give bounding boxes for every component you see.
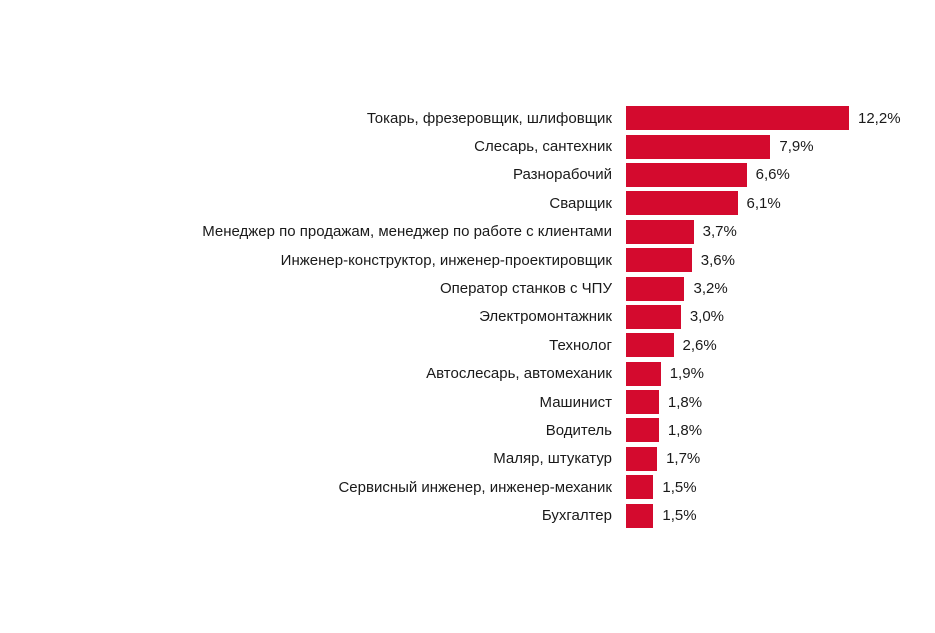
bar [626, 304, 681, 329]
bar-track: 3,6% [612, 248, 935, 273]
value-label: 1,7% [666, 450, 701, 468]
value-label: 3,2% [693, 280, 728, 298]
category-label: Сервисный инженер, инженер-механик [338, 478, 612, 496]
value-label: 1,8% [667, 421, 703, 439]
bar [626, 333, 674, 358]
value-label: 7,9% [779, 138, 814, 156]
category-label: Слесарь, сантехник [474, 138, 612, 156]
bar [626, 276, 685, 301]
category-label: Маляр, штукатур [493, 450, 612, 468]
category-label: Инженер-конструктор, инженер-проектировщ… [280, 251, 612, 269]
bar-track: 1,8% [612, 418, 935, 443]
category-label: Оператор станков с ЧПУ [439, 280, 612, 298]
category-label: Бухгалтер [541, 507, 612, 525]
bar [626, 106, 849, 131]
bar [626, 390, 659, 415]
category-label: Технолог [549, 336, 612, 354]
category-label: Машинист [539, 393, 612, 411]
bar-row: Электромонтажник 3,0% [0, 303, 935, 331]
value-label: 1,9% [669, 365, 704, 383]
category-label: Автослесарь, автомеханик [426, 365, 612, 383]
bar [626, 162, 747, 187]
bar-row: Водитель 1,8% [0, 416, 935, 444]
bar-track: 2,6% [612, 333, 935, 358]
bar-row: Менеджер по продажам, менеджер по работе… [0, 218, 935, 246]
bar-track: 6,1% [612, 191, 935, 216]
category-label: Электромонтажник [479, 308, 612, 326]
bar-rows-container: Токарь, фрезеровщик, шлифовщик 12,2% Слеса… [0, 104, 935, 530]
bar-track: 7,9% [612, 134, 935, 159]
bar-track: 1,9% [612, 361, 935, 386]
bar-track: 12,2% [612, 106, 935, 131]
category-label: Разнорабочий [512, 166, 612, 184]
bar-row: Машинист 1,8% [0, 388, 935, 416]
bar-track: 1,7% [612, 446, 935, 471]
bar-row: Разнорабочий 6,6% [0, 161, 935, 189]
category-label: Сварщик [549, 194, 612, 212]
bar-row: Слесарь, сантехник 7,9% [0, 132, 935, 160]
bar-row: Бухгалтер 1,5% [0, 501, 935, 529]
bar-row: Автослесарь, автомеханик 1,9% [0, 360, 935, 388]
value-label: 12,2% [858, 109, 901, 127]
bar-row: Сварщик 6,1% [0, 189, 935, 217]
bar [626, 361, 661, 386]
value-label: 1,5% [662, 507, 697, 525]
bar [626, 219, 694, 244]
category-label: Токарь, фрезеровщик, шлифовщик [366, 109, 612, 127]
bar-track: 3,2% [612, 276, 935, 301]
value-label: 3,0% [689, 308, 725, 326]
bar [626, 248, 692, 273]
bar-row: Токарь, фрезеровщик, шлифовщик 12,2% [0, 104, 935, 132]
bar [626, 503, 654, 528]
category-label: Менеджер по продажам, менеджер по работе… [202, 223, 612, 241]
bar [626, 191, 738, 216]
bar-track: 3,7% [612, 219, 935, 244]
bar-row: Маляр, штукатур 1,7% [0, 445, 935, 473]
bar-track: 1,5% [612, 503, 935, 528]
value-label: 6,1% [746, 194, 781, 212]
bar-row: Технолог 2,6% [0, 331, 935, 359]
bar-row: Инженер-конструктор, инженер-проектировщ… [0, 246, 935, 274]
bar [626, 134, 771, 159]
bar-row: Оператор станков с ЧПУ 3,2% [0, 274, 935, 302]
value-label: 3,6% [700, 251, 735, 269]
horizontal-bar-chart: Токарь, фрезеровщик, шлифовщик 12,2% Слеса… [0, 104, 935, 530]
bar [626, 446, 658, 471]
bar-row: Сервисный инженер, инженер-механик 1,5% [0, 473, 935, 501]
value-label: 6,6% [755, 166, 790, 184]
bar-track: 6,6% [612, 162, 935, 187]
bar [626, 475, 654, 500]
value-label: 3,7% [702, 223, 737, 241]
bar-track: 3,0% [612, 304, 935, 329]
bar-track: 1,8% [612, 390, 935, 415]
value-label: 2,6% [682, 336, 717, 354]
bar-track: 1,5% [612, 475, 935, 500]
value-label: 1,5% [662, 478, 697, 496]
value-label: 1,8% [667, 393, 703, 411]
bar [626, 418, 659, 443]
category-label: Водитель [545, 421, 612, 439]
